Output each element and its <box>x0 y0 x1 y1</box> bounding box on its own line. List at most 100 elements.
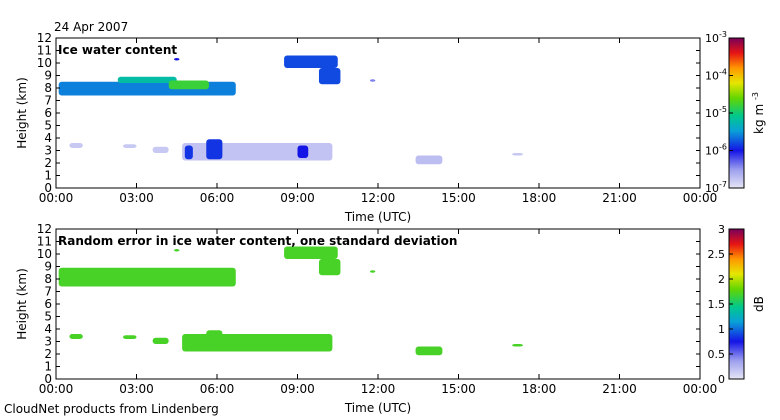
data-cell <box>152 337 169 344</box>
plot-frame <box>55 37 701 189</box>
data-cell <box>206 139 223 160</box>
y-axis-label: Height (km) <box>15 77 29 148</box>
data-cell <box>184 145 193 160</box>
plot-frame <box>55 228 701 380</box>
y-tick-label: 7 <box>44 285 52 299</box>
y-tick-label: 1 <box>44 169 52 183</box>
x-tick-label: 00:00 <box>39 191 74 205</box>
x-tick-label: 06:00 <box>200 382 235 396</box>
y-tick-label: 5 <box>44 310 52 324</box>
colorbar-tick-label: 0.5 <box>708 348 726 361</box>
data-cell <box>415 346 443 356</box>
panel-title: Ice water content <box>58 43 177 57</box>
y-tick-label: 8 <box>44 272 52 286</box>
y-tick-label: 2 <box>44 347 52 361</box>
colorbar-tick-label: 10-4 <box>705 68 727 83</box>
data-cell <box>69 334 83 339</box>
x-tick-label: 21:00 <box>602 382 637 396</box>
data-cell <box>123 144 137 148</box>
x-tick-label: 03:00 <box>119 191 154 205</box>
y-tick-label: 6 <box>44 297 52 311</box>
x-tick-label: 06:00 <box>200 191 235 205</box>
x-tick-label: 21:00 <box>602 191 637 205</box>
y-tick-label: 12 <box>37 31 52 45</box>
y-tick-label: 5 <box>44 119 52 133</box>
data-cell <box>123 335 137 339</box>
x-tick-label: 12:00 <box>361 191 396 205</box>
y-axis-label: Height (km) <box>15 268 29 339</box>
y-tick-label: 0 <box>44 372 52 386</box>
data-cell <box>206 330 223 351</box>
y-tick-label: 9 <box>44 69 52 83</box>
y-tick-label: 7 <box>44 94 52 108</box>
colorbar-tick-label: 2.5 <box>708 248 726 261</box>
x-tick-label: 18:00 <box>522 382 557 396</box>
x-tick-label: 00:00 <box>683 382 718 396</box>
data-cell <box>182 143 333 161</box>
x-tick-label: 15:00 <box>441 382 476 396</box>
x-tick-label: 12:00 <box>361 382 396 396</box>
panel-title: Random error in ice water content, one s… <box>58 234 457 248</box>
y-tick-label: 3 <box>44 335 52 349</box>
data-cell <box>168 80 209 90</box>
colorbar: 0 0.5 1 1.5 2 2.5 3 dB <box>708 223 767 386</box>
y-tick-label: 2 <box>44 156 52 170</box>
y-tick-label: 12 <box>37 222 52 236</box>
data-cell <box>297 145 309 158</box>
y-tick-label: 11 <box>37 235 52 249</box>
x-tick-label: 15:00 <box>441 191 476 205</box>
colorbar-tick-label: 10-5 <box>705 105 727 120</box>
data-cell <box>415 155 443 165</box>
y-tick-label: 0 <box>44 181 52 195</box>
x-tick-label: 03:00 <box>119 382 154 396</box>
colorbar: 10-3 10-4 10-5 10-6 10-7 kg m -3 <box>705 30 766 195</box>
data-cell <box>512 153 523 156</box>
colorbar-tick-label: 3 <box>718 223 725 236</box>
data-cell <box>318 68 341 85</box>
y-tick-label: 4 <box>44 131 52 145</box>
data-cell <box>369 270 376 273</box>
data-cell <box>174 58 180 61</box>
colorbar-tick-label: 1.5 <box>708 298 726 311</box>
x-tick-label: 09:00 <box>280 191 315 205</box>
credit-label: CloudNet products from Lindenberg <box>4 402 219 416</box>
data-cell <box>182 334 333 352</box>
data-cell <box>58 267 236 287</box>
colorbar-tick-label: 1 <box>718 323 725 336</box>
colorbar-unit-label: dB <box>752 296 766 312</box>
colorbar-tick-label: 10-6 <box>705 143 727 158</box>
x-axis-label: Time (UTC) <box>344 210 411 224</box>
y-tick-label: 8 <box>44 81 52 95</box>
data-cell <box>174 249 180 252</box>
x-axis-label: Time (UTC) <box>344 401 411 415</box>
data-cell <box>284 246 338 259</box>
x-tick-label: 00:00 <box>39 382 74 396</box>
y-tick-label: 9 <box>44 260 52 274</box>
y-tick-label: 6 <box>44 106 52 120</box>
colorbar-tick-label: 10-7 <box>705 180 727 195</box>
data-cell <box>152 146 169 153</box>
colorbar-tick-label: 0 <box>718 373 725 386</box>
y-tick-label: 1 <box>44 360 52 374</box>
colorbar-unit-label: kg m -3 <box>751 92 766 134</box>
y-tick-label: 10 <box>37 247 52 261</box>
x-tick-label: 09:00 <box>280 382 315 396</box>
y-tick-label: 3 <box>44 144 52 158</box>
y-tick-label: 10 <box>37 56 52 70</box>
x-tick-label: 18:00 <box>522 191 557 205</box>
colorbar-tick-label: 2 <box>718 273 725 286</box>
x-tick-label: 00:00 <box>683 191 718 205</box>
data-cell <box>117 76 177 83</box>
y-tick-label: 4 <box>44 322 52 336</box>
y-tick-label: 11 <box>37 44 52 58</box>
data-cell <box>284 55 338 68</box>
data-cell <box>318 259 341 276</box>
date-label: 24 Apr 2007 <box>54 20 129 34</box>
data-cell <box>512 344 523 347</box>
colorbar-tick-label: 10-3 <box>705 30 727 45</box>
data-cell <box>58 81 236 96</box>
data-cell <box>369 79 376 82</box>
